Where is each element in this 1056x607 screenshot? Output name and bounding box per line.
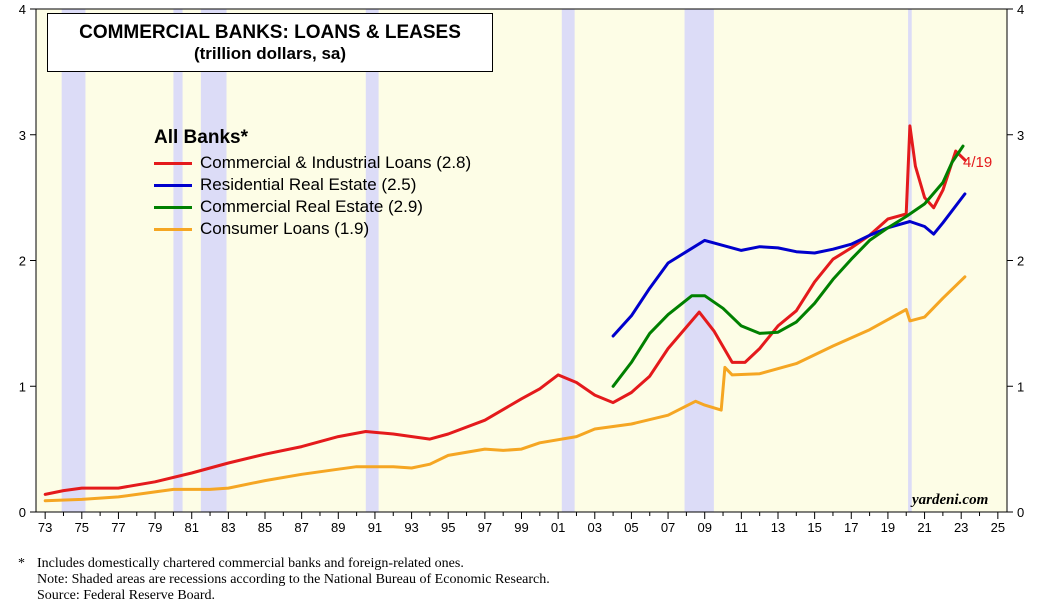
series-line-1 (611, 192, 967, 338)
x-tick-label: 95 (441, 520, 455, 535)
legend-label: Consumer Loans (1.9) (200, 219, 370, 238)
x-tick-label: 89 (331, 520, 345, 535)
source-watermark: yardeni.com (912, 492, 989, 508)
legend-swatch (154, 161, 192, 165)
x-tick-label: 83 (221, 520, 235, 535)
legend-swatch (154, 227, 192, 231)
chart-title: COMMERCIAL BANKS: LOANS & LEASES (79, 22, 461, 43)
legend-label: Commercial Real Estate (2.9) (200, 197, 423, 216)
x-tick-label: 91 (368, 520, 382, 535)
x-tick-label: 99 (514, 520, 528, 535)
y-tick-label-left: 2 (19, 254, 26, 269)
x-tick-label: 13 (771, 520, 785, 535)
chart-subtitle: (trillion dollars, sa) (193, 44, 347, 63)
y-tick-label-right: 1 (1017, 379, 1024, 394)
x-tick-label: 79 (148, 520, 162, 535)
legend-label: Residential Real Estate (2.5) (200, 175, 417, 194)
plot-background (36, 9, 1007, 512)
x-tick-label: 19 (881, 520, 895, 535)
legend-item-commercial-real-estate: Commercial Real Estate (2.9) (154, 196, 471, 218)
footnote-1-text: Includes domestically chartered commerci… (37, 556, 464, 571)
legend-item-consumer-loans: Consumer Loans (1.9) (154, 218, 471, 240)
x-tick-label: 01 (551, 520, 565, 535)
x-tick-label: 87 (294, 520, 308, 535)
series-line-2 (611, 144, 965, 388)
x-tick-label: 15 (807, 520, 821, 535)
legend-label: Commercial & Industrial Loans (2.8) (200, 153, 472, 172)
legend-item-residential-real-estate: Residential Real Estate (2.5) (154, 174, 471, 196)
x-tick-label: 85 (258, 520, 272, 535)
footnote-star: * (18, 556, 25, 571)
series-line-0 (43, 124, 967, 496)
x-tick-label: 09 (697, 520, 711, 535)
legend-swatch (154, 183, 192, 187)
x-tick-label: 03 (588, 520, 602, 535)
end-date-label: 4/19 (963, 154, 993, 171)
x-tick-label: 17 (844, 520, 858, 535)
axes: 0 01 12 23 34 473 75 77 79 81 83 85 87 89 91 93 95 97 99 01… (19, 2, 1024, 535)
x-tick-label: 11 (735, 520, 749, 535)
recession-band (61, 9, 86, 512)
footnote-1: * Includes domestically chartered commerc… (18, 556, 550, 572)
x-tick-label: 21 (917, 520, 931, 535)
legend-item-commercial-industrial: Commercial & Industrial Loans (2.8) (154, 152, 471, 174)
chart: 0 01 12 23 34 473 75 77 79 81 83 85 87 89 91 93 95 97 99 01… (19, 2, 1024, 535)
x-tick-label: 05 (624, 520, 638, 535)
recession-band (365, 9, 379, 512)
y-tick-label-right: 0 (1017, 505, 1024, 520)
recession-band (173, 9, 183, 512)
recession-band (200, 9, 227, 512)
y-tick-label-right: 4 (1017, 2, 1024, 17)
footnotes: * Includes domestically chartered commerc… (18, 556, 550, 604)
y-tick-label-left: 4 (19, 2, 26, 17)
footnote-2: Note: Shaded areas are recessions accord… (37, 572, 550, 587)
x-tick-label: 77 (111, 520, 125, 535)
y-tick-label-right: 3 (1017, 128, 1024, 143)
title-box: COMMERCIAL BANKS: LOANS & LEASES (trilli… (47, 13, 493, 72)
y-tick-label-left: 1 (19, 379, 26, 394)
recession-band (684, 9, 714, 512)
legend-swatch (154, 205, 192, 209)
x-tick-label: 75 (75, 520, 89, 535)
recession-band (561, 9, 575, 512)
x-tick-label: 73 (38, 520, 52, 535)
legend-title: All Banks* (154, 127, 248, 148)
series-lines (43, 124, 967, 503)
x-tick-label: 97 (478, 520, 492, 535)
recession-shading (36, 9, 1007, 512)
x-tick-label: 93 (404, 520, 418, 535)
y-tick-label-right: 2 (1017, 254, 1024, 269)
series-line-3 (43, 275, 967, 503)
x-tick-label: 81 (184, 520, 198, 535)
y-tick-label-left: 0 (19, 505, 26, 520)
recession-band (908, 9, 912, 512)
x-tick-label: 23 (954, 520, 968, 535)
legend: All Banks* Commercial & Industrial Loans… (154, 127, 471, 240)
x-tick-label: 07 (661, 520, 675, 535)
footnote-3: Source: Federal Reserve Board. (37, 588, 216, 603)
y-tick-label-left: 3 (19, 128, 26, 143)
x-tick-label: 25 (991, 520, 1005, 535)
